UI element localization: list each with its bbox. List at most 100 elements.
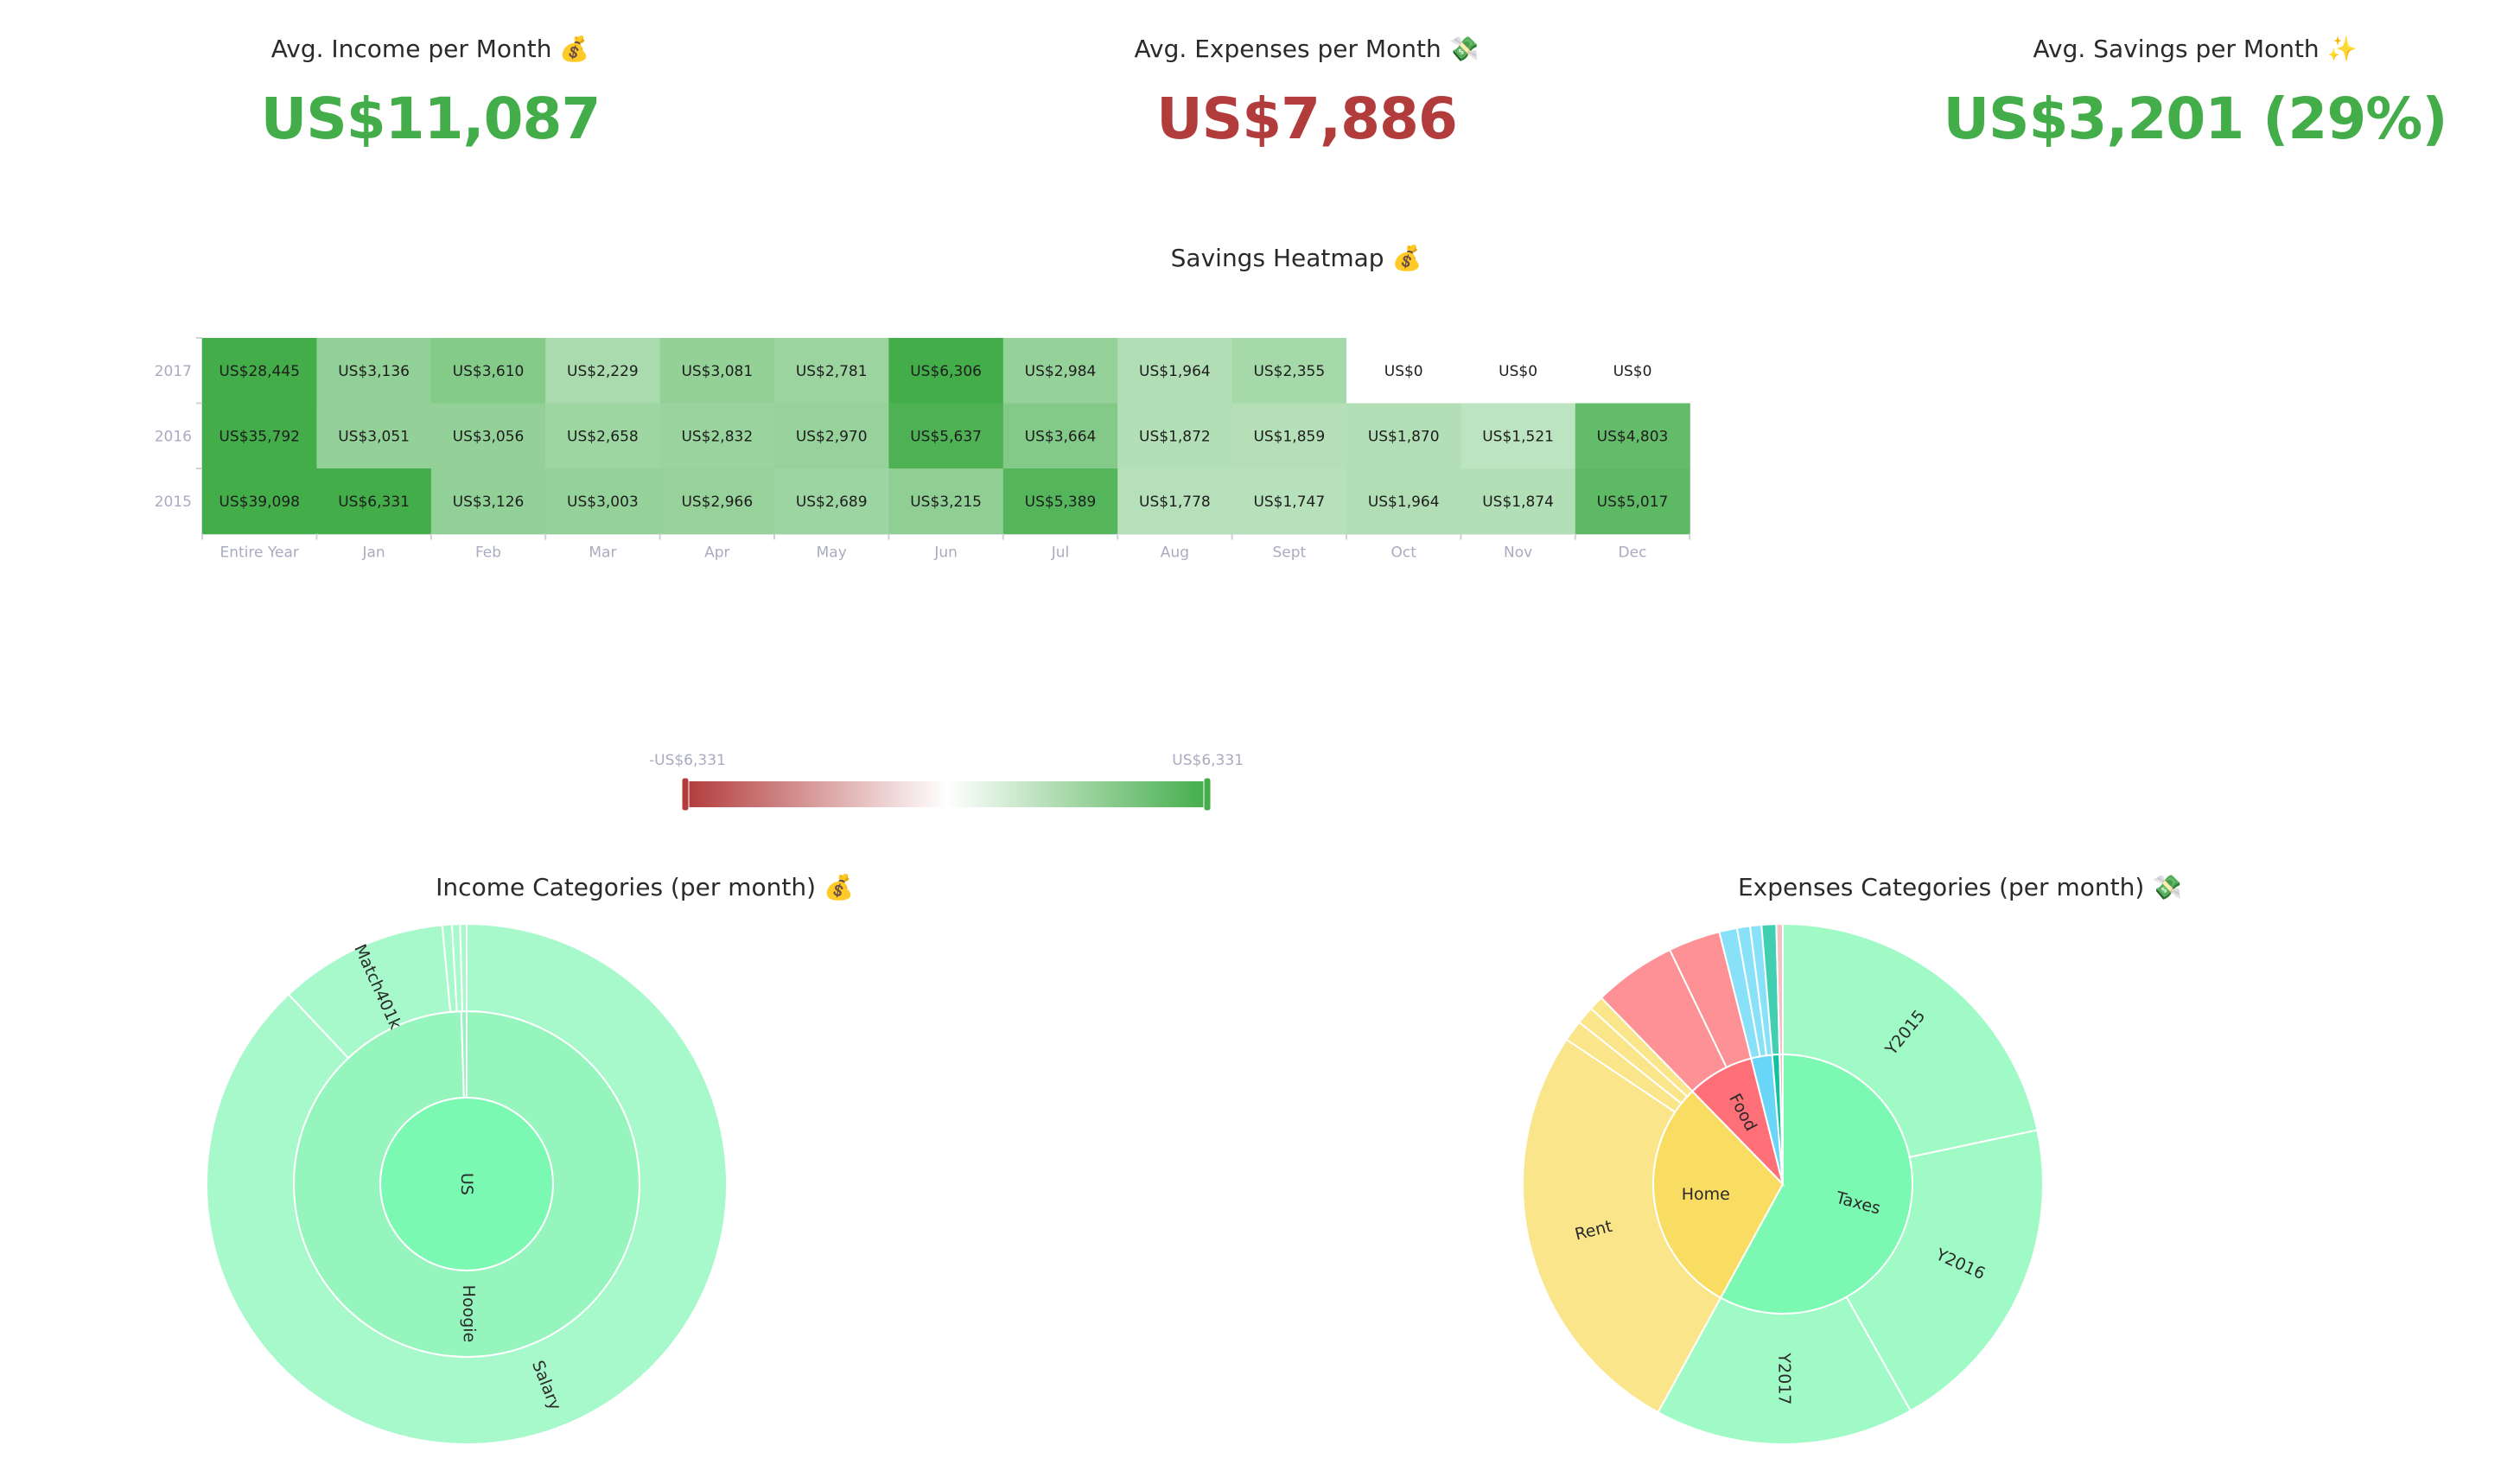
heatmap-cell-label: US$2,229: [567, 363, 639, 380]
heatmap-cell-label: US$6,331: [338, 494, 410, 511]
heatmap-cell[interactable]: [1460, 338, 1576, 404]
heatmap-cell-label: US$2,355: [1253, 363, 1325, 380]
heatmap-month-label: Oct: [1390, 544, 1416, 562]
income-categories-title: Income Categories (per month) 💰: [436, 873, 854, 901]
heatmap-month-label: Jun: [933, 544, 958, 562]
color-scale-max-handle[interactable]: [1203, 777, 1212, 812]
heatmap-cell-label: US$6,306: [910, 363, 982, 380]
avg-savings-card: Avg. Savings per Month ✨ US$3,201 (29%): [1901, 0, 2489, 152]
heatmap-cell[interactable]: [430, 338, 546, 404]
avg-income-card: Avg. Income per Month 💰 US$11,087: [214, 0, 646, 152]
heatmap-cell[interactable]: [1231, 338, 1347, 404]
avg-savings-value: US$3,201 (29%): [1943, 86, 2447, 152]
heatmap-month-label: Aug: [1161, 544, 1189, 562]
heatmap-cell-label: US$1,859: [1253, 428, 1325, 445]
heatmap-month-label: Mar: [589, 544, 616, 562]
heatmap-cell-label: US$3,610: [453, 363, 525, 380]
heatmap-cell-label: US$3,126: [453, 494, 525, 511]
heatmap-cell[interactable]: [1460, 468, 1576, 535]
heatmap-cell[interactable]: [888, 338, 1004, 404]
heatmap-cell[interactable]: [1002, 468, 1118, 535]
heatmap-cell[interactable]: [659, 403, 775, 469]
heatmap-cell-label: US$1,870: [1368, 428, 1440, 445]
heatmap-cell-label: US$3,081: [681, 363, 753, 380]
heatmap-month-label: Dec: [1619, 544, 1647, 562]
heatmap-cell-label: US$2,832: [681, 428, 753, 445]
heatmap-cell[interactable]: [1117, 338, 1233, 404]
heatmap-cell[interactable]: [774, 468, 889, 535]
heatmap-month-label: Jan: [361, 544, 385, 562]
avg-savings-title: Avg. Savings per Month ✨: [2033, 35, 2358, 63]
heatmap-cell[interactable]: [1575, 468, 1690, 535]
sunburst-label: Home: [1682, 1185, 1730, 1204]
expense-subcategory-slice[interactable]: [1657, 1296, 1912, 1445]
heatmap-cell[interactable]: [1575, 338, 1690, 404]
heatmap-cell[interactable]: [545, 468, 661, 535]
heatmap-cell[interactable]: [202, 338, 317, 404]
heatmap-cell-label: US$2,966: [681, 494, 753, 511]
heatmap-cell[interactable]: [316, 403, 432, 469]
heatmap-month-label: Sept: [1272, 544, 1306, 562]
sunburst-label: US: [457, 1173, 476, 1195]
heatmap-title: Savings Heatmap 💰: [1170, 244, 1422, 272]
heatmap-cell[interactable]: [659, 338, 775, 404]
heatmap-month-label: Entire Year: [220, 544, 299, 562]
heatmap-cell[interactable]: [430, 468, 546, 535]
heatmap-cell[interactable]: [1117, 468, 1233, 535]
heatmap-cell-label: US$2,658: [567, 428, 639, 445]
heatmap-cell-label: US$1,747: [1253, 494, 1325, 511]
heatmap-cell[interactable]: [1117, 403, 1233, 469]
heatmap-cell[interactable]: [1460, 403, 1576, 469]
heatmap-cell[interactable]: [545, 403, 661, 469]
heatmap-cell[interactable]: [888, 403, 1004, 469]
heatmap-cell[interactable]: [1346, 468, 1461, 535]
color-scale-min-label: -US$6,331: [649, 752, 726, 769]
heatmap-cell-label: US$2,781: [796, 363, 868, 380]
heatmap-month-label: Apr: [704, 544, 729, 562]
heatmap-cell[interactable]: [774, 338, 889, 404]
heatmap-cell[interactable]: [1002, 338, 1118, 404]
expense-subcategory-slice[interactable]: [1522, 1038, 1722, 1414]
heatmap-cell-label: US$5,389: [1025, 494, 1097, 511]
heatmap-year-label: 2017: [155, 363, 192, 380]
expense-subcategory-slice[interactable]: [1775, 922, 1784, 1056]
heatmap-cell-label: US$35,792: [219, 428, 300, 445]
heatmap-cell[interactable]: [1002, 403, 1118, 469]
heatmap-cell[interactable]: [430, 403, 546, 469]
heatmap-cell[interactable]: [1346, 338, 1461, 404]
heatmap-month-label: Jul: [1051, 544, 1070, 562]
expense-subcategory-slice[interactable]: [1845, 1129, 2044, 1412]
heatmap-month-label: May: [817, 544, 847, 562]
heatmap-cell[interactable]: [316, 338, 432, 404]
expense-subcategory-slice[interactable]: [1782, 922, 2039, 1159]
heatmap-cell[interactable]: [1575, 403, 1690, 469]
heatmap-cell-label: US$3,136: [338, 363, 410, 380]
heatmap-cell-label: US$0: [1613, 363, 1652, 380]
heatmap-cell[interactable]: [202, 403, 317, 469]
color-scale-min-handle[interactable]: [681, 777, 690, 812]
heatmap-cell-label: US$4,803: [1597, 428, 1669, 445]
heatmap-cell[interactable]: [316, 468, 432, 535]
heatmap-cell-label: US$28,445: [219, 363, 300, 380]
heatmap-cell-label: US$1,964: [1139, 363, 1211, 380]
heatmap-cell-label: US$1,872: [1139, 428, 1211, 445]
heatmap-cell-label: US$1,521: [1482, 428, 1554, 445]
heatmap-cell[interactable]: [1231, 403, 1347, 469]
heatmap-cell[interactable]: [774, 403, 889, 469]
heatmap-month-label: Nov: [1504, 544, 1532, 562]
heatmap-cell-label: US$1,874: [1482, 494, 1554, 511]
heatmap-cell[interactable]: [659, 468, 775, 535]
heatmap-cell[interactable]: [545, 338, 661, 404]
income-subcategory-slice[interactable]: [459, 922, 468, 1013]
heatmap-cell[interactable]: [202, 468, 317, 535]
avg-income-value: US$11,087: [260, 86, 601, 152]
heatmap-month-label: Feb: [475, 544, 501, 562]
heatmap-cell[interactable]: [1346, 403, 1461, 469]
heatmap-cell[interactable]: [1231, 468, 1347, 535]
income-subcategory-slice[interactable]: [206, 922, 728, 1445]
color-scale-bar: [685, 781, 1207, 807]
heatmap-cell[interactable]: [888, 468, 1004, 535]
heatmap-cell-label: US$5,637: [910, 428, 982, 445]
